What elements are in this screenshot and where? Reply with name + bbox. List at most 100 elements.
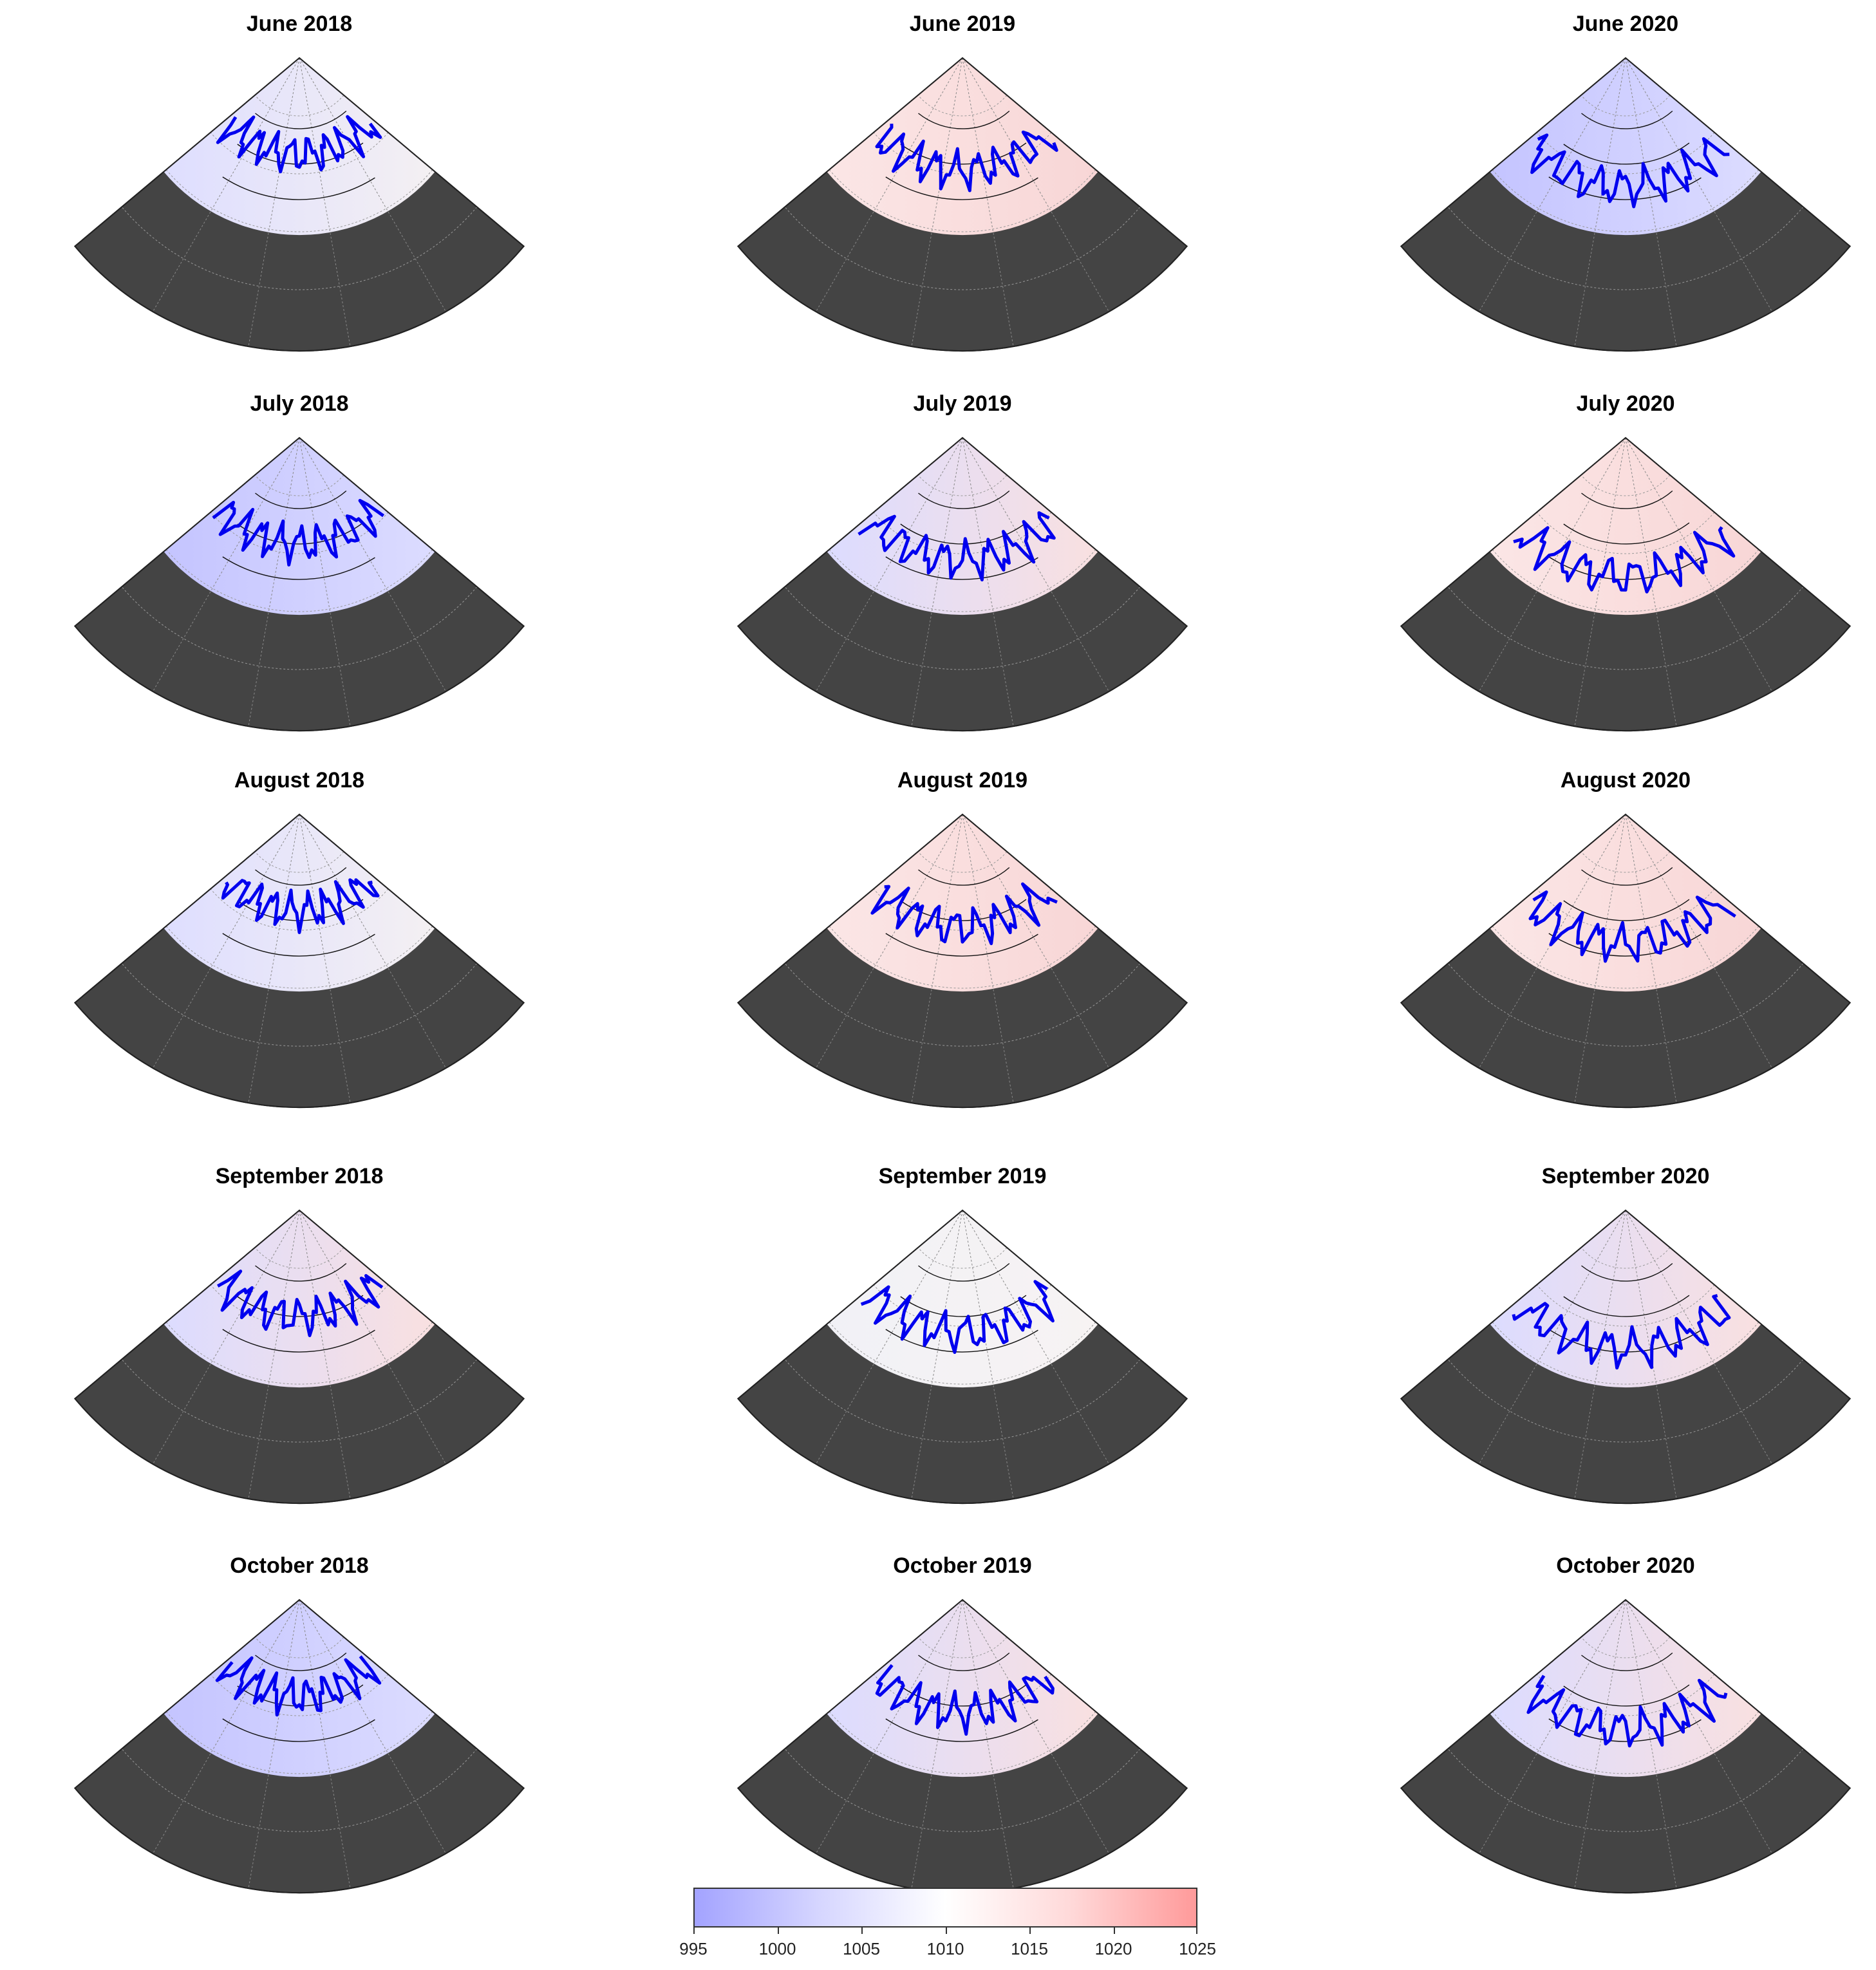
meridian-line [962, 57, 1109, 312]
isobar-contour [1581, 490, 1673, 509]
colorbar-gradient [693, 1888, 1197, 1928]
panel-title: June 2018 [246, 12, 353, 36]
meridian-line [1625, 437, 1677, 727]
sea-ice-edge [1530, 133, 1730, 209]
meridian-line [1574, 1599, 1626, 1889]
meridian-line [299, 57, 446, 312]
meridian-line [299, 1599, 446, 1854]
isobar-contour [237, 1295, 364, 1317]
meridian-line [1479, 1210, 1626, 1465]
meridian-line [962, 1599, 1014, 1889]
meridian-line [153, 437, 300, 692]
colorbar-tick [1196, 1928, 1197, 1934]
isobar-contour [1581, 1652, 1673, 1671]
meridian-line [1625, 1210, 1677, 1499]
meridian-line [962, 437, 1014, 727]
parallel-line [917, 1637, 1008, 1658]
meridian-line [299, 1210, 446, 1465]
polar-map [1400, 436, 1852, 732]
isobar-contour [885, 1718, 1038, 1742]
meridian-line [1479, 814, 1626, 1069]
parallel-line [254, 95, 344, 117]
pressure-field [164, 438, 435, 615]
isobar-contour [1563, 1684, 1690, 1707]
meridian-line [1574, 814, 1626, 1103]
isobar-contour [1548, 933, 1702, 957]
meridian-line [1574, 57, 1626, 347]
parallel-line [1536, 1284, 1715, 1327]
meridian-line [299, 57, 351, 347]
sea-ice-edge [1528, 890, 1736, 963]
parallel-line [165, 1322, 433, 1385]
parallel-line [254, 474, 344, 496]
parallel-line [1536, 512, 1715, 554]
isobar-contour [1563, 522, 1690, 545]
map-panel: July 2019 [682, 391, 1308, 784]
parallel-line [829, 1711, 1096, 1774]
polar-map [73, 1599, 525, 1894]
isobar-contour [1563, 142, 1690, 165]
sea-ice-edge [215, 1655, 382, 1717]
parallel-line [1581, 1247, 1671, 1269]
parallel-line [917, 851, 1008, 873]
parallel-line [254, 851, 344, 873]
parallel-line [165, 549, 433, 612]
meridian-line [962, 57, 1014, 347]
colorbar-tick [693, 1928, 695, 1934]
sea-ice-edge [216, 1270, 384, 1337]
sea-ice-edge [212, 499, 385, 567]
panel-title: September 2018 [215, 1164, 384, 1188]
polar-map [1400, 57, 1852, 352]
pressure-field [827, 814, 1098, 992]
meridian-line [1625, 1210, 1772, 1465]
isobar-contour [222, 556, 375, 580]
parallel-line [1447, 1359, 1804, 1443]
colorbar-tick-label: 1025 [1179, 1939, 1216, 1958]
meridian-line [911, 1210, 963, 1499]
pressure-field [1490, 1210, 1761, 1388]
map-panel: August 2018 [19, 768, 644, 1161]
isobar-contour [900, 1295, 1027, 1317]
meridian-line [1625, 437, 1772, 692]
meridian-line [962, 1210, 1109, 1465]
colorbar-tick-label: 1020 [1094, 1939, 1132, 1958]
isobar-contour [255, 490, 347, 509]
meridian-line [248, 437, 300, 727]
colorbar-tick-label: 1015 [1011, 1939, 1048, 1958]
parallel-line [254, 1637, 344, 1658]
panel-title: July 2018 [250, 391, 349, 416]
parallel-line [829, 1322, 1096, 1385]
parallel-line [1581, 474, 1671, 496]
meridian-line [299, 814, 446, 1069]
meridian-line [153, 57, 300, 312]
panel-title: October 2020 [1556, 1553, 1695, 1578]
pressure-field [164, 1210, 435, 1388]
panel-title: June 2020 [1572, 12, 1679, 36]
sea-ice-edge [858, 511, 1056, 582]
parallel-line [1536, 1674, 1715, 1716]
colorbar-tick [861, 1928, 863, 1934]
map-panel: July 2020 [1346, 391, 1876, 784]
map-panel: August 2020 [1346, 768, 1876, 1161]
parallel-line [121, 1359, 478, 1443]
parallel-line [1536, 132, 1715, 174]
polar-map [1400, 1599, 1852, 1894]
parallel-line [121, 207, 478, 290]
polar-map [736, 57, 1188, 352]
isobar-contour [1581, 867, 1673, 886]
pressure-field [164, 58, 435, 236]
map-panel: September 2020 [1346, 1164, 1876, 1557]
meridian-line [1479, 437, 1626, 692]
parallel-line [829, 549, 1096, 612]
meridian-line [816, 1210, 963, 1465]
panel-title: September 2019 [878, 1164, 1047, 1188]
map-panel: June 2018 [19, 12, 644, 404]
panel-title: August 2020 [1560, 768, 1691, 793]
parallel-line [784, 586, 1141, 670]
isobar-contour [918, 110, 1010, 129]
isobar-contour [1548, 556, 1702, 580]
sea-ice-edge [860, 1280, 1055, 1354]
isobar-contour [1548, 176, 1702, 200]
meridian-line [248, 1599, 300, 1889]
